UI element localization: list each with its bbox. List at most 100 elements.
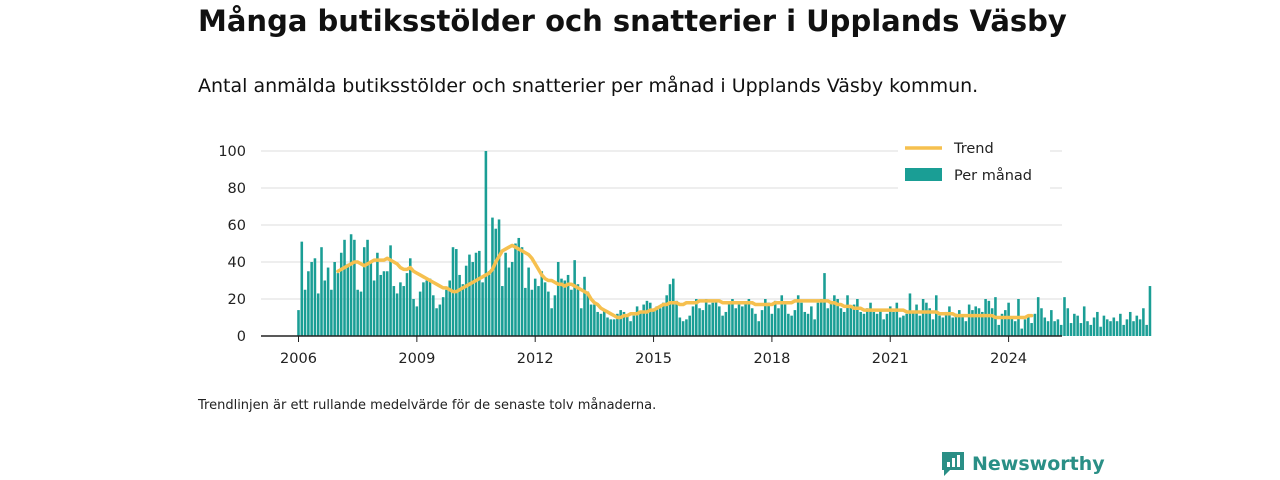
x-axis: 2006 2009 2012 2015 2018 2021 2024 [261, 335, 1062, 367]
bar [961, 315, 964, 336]
bar [754, 313, 757, 336]
bar [951, 317, 954, 336]
bar [852, 304, 856, 336]
bar [579, 308, 583, 336]
bar [642, 304, 645, 336]
bar [307, 271, 310, 336]
bar [468, 254, 471, 336]
legend-bars-swatch [905, 168, 942, 181]
bar [1135, 315, 1139, 336]
bar [1013, 321, 1017, 336]
bar [1027, 315, 1030, 336]
bar [1063, 297, 1066, 336]
bar [816, 302, 820, 336]
bar [339, 252, 343, 336]
brand-name: Newsworthy [972, 453, 1105, 475]
bar [767, 302, 770, 336]
bar [629, 321, 632, 336]
bar [399, 282, 402, 336]
bar [645, 300, 649, 336]
bar [589, 304, 593, 336]
bar [711, 302, 714, 336]
bar [533, 278, 537, 336]
bar [323, 280, 327, 336]
bar [724, 311, 728, 336]
bar [1099, 326, 1102, 336]
bar [744, 302, 747, 336]
bar [941, 317, 945, 336]
bar [303, 289, 307, 336]
bar [741, 306, 744, 336]
bar-chart: 0 20 40 60 80 100 2006 2009 2012 2015 2018 2021 202… [218, 134, 1152, 367]
bar [566, 274, 570, 336]
bar [780, 295, 784, 336]
bar [362, 247, 366, 336]
bar [593, 304, 596, 336]
bar [606, 317, 609, 336]
bar [964, 321, 968, 336]
chart-title: Många butiksstölder och snatterier i Upp… [198, 4, 1067, 38]
newsworthy-logo-icon [942, 452, 964, 476]
bar [1112, 317, 1116, 336]
bar [1148, 286, 1152, 336]
bar [491, 217, 494, 336]
bar [1007, 302, 1010, 336]
bar [734, 308, 738, 336]
bar [402, 286, 405, 336]
bar [346, 263, 350, 336]
bar [484, 151, 488, 336]
bar [675, 300, 678, 336]
monthly-bars [297, 151, 1152, 336]
bar [1102, 315, 1106, 336]
bar [310, 262, 313, 336]
bar [635, 306, 639, 336]
bar [1086, 321, 1089, 336]
footnote: Trendlinjen är ett rullande medelvärde f… [198, 398, 657, 413]
bar [501, 286, 504, 336]
bar [1056, 319, 1060, 336]
bar [829, 300, 833, 336]
bar [737, 304, 741, 336]
bar [1033, 313, 1037, 336]
x-tick-label: 2006 [280, 351, 317, 367]
bar [504, 252, 507, 336]
bar [563, 280, 567, 336]
bar [931, 319, 935, 336]
bar [911, 311, 915, 336]
trend-line [336, 243, 1034, 320]
bar [517, 237, 521, 336]
bar [770, 313, 774, 336]
legend: Trend Per månad [898, 134, 1050, 190]
bar [330, 289, 333, 336]
bar [573, 260, 576, 336]
bar [612, 319, 616, 336]
bar [678, 317, 682, 336]
bar [1115, 321, 1119, 336]
bar [527, 267, 530, 336]
bar [537, 286, 540, 336]
bar [695, 299, 698, 336]
bar [372, 280, 376, 336]
bar [1023, 319, 1027, 336]
bar [494, 228, 498, 336]
bar [898, 317, 902, 336]
bar [435, 308, 438, 336]
bar [1109, 321, 1112, 336]
bar [405, 273, 409, 336]
bar [796, 295, 800, 336]
logo-bar-3 [957, 455, 960, 467]
bar [773, 300, 777, 336]
logo-bar-2 [952, 458, 955, 467]
bar [928, 308, 931, 336]
bar [714, 300, 718, 336]
bar [415, 306, 419, 336]
x-tick-label: 2021 [872, 351, 909, 367]
bar [445, 289, 448, 336]
bar [1043, 317, 1047, 336]
bar [708, 304, 711, 336]
bar [550, 308, 553, 336]
bar [441, 297, 445, 336]
bar [783, 304, 787, 336]
bar [356, 289, 359, 336]
bar [349, 234, 353, 336]
